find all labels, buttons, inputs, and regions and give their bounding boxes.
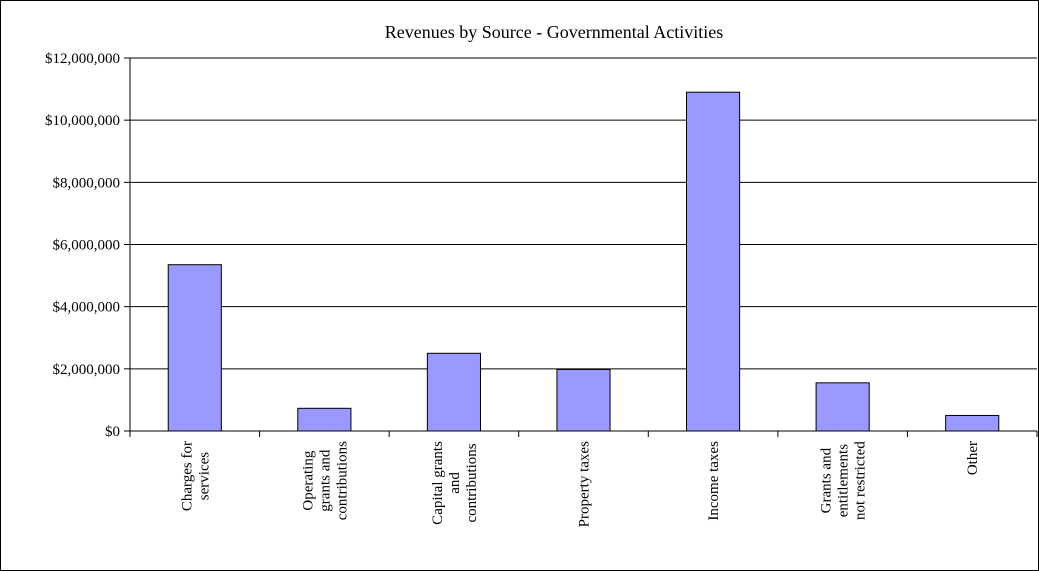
y-tick-label: $4,000,000 bbox=[53, 300, 121, 316]
bar bbox=[815, 382, 870, 432]
y-tick-label: $8,000,000 bbox=[53, 175, 121, 191]
x-category-label-line: contributions bbox=[334, 441, 350, 520]
bar bbox=[686, 91, 741, 432]
bar bbox=[945, 414, 1000, 432]
y-tick-labels: $0 $2,000,000 $4,000,000 $6,000,000 $8,000,0… bbox=[45, 51, 120, 440]
y-tick-label: $0 bbox=[105, 424, 120, 440]
x-category-label-line: services bbox=[196, 452, 212, 500]
x-category-label-line: Operating bbox=[300, 450, 316, 510]
x-category-label-line: Grants and bbox=[819, 447, 835, 513]
x-category-label-line: and bbox=[447, 472, 463, 494]
x-category-label: Property taxes bbox=[577, 441, 593, 527]
y-tick-label: $12,000,000 bbox=[45, 51, 120, 67]
x-category-label-line: Other bbox=[965, 441, 981, 475]
x-category-label-line: Capital grants bbox=[430, 441, 446, 525]
x-category-labels: Charges forservices Operatinggrants andco… bbox=[179, 441, 981, 528]
x-category-label: Income taxes bbox=[706, 441, 722, 521]
x-category-label-line: Charges for bbox=[179, 441, 195, 511]
x-category-label-line: entitlements bbox=[836, 444, 852, 517]
x-category-label-line: Property taxes bbox=[577, 441, 593, 527]
x-category-label: Other bbox=[965, 441, 981, 475]
bar bbox=[426, 352, 481, 432]
x-category-label-line: Income taxes bbox=[706, 441, 722, 521]
x-category-label-line: contributions bbox=[464, 443, 480, 522]
y-tick-label: $2,000,000 bbox=[53, 362, 121, 378]
y-tick-label: $10,000,000 bbox=[45, 113, 120, 129]
chart-title: Revenues by Source - Governmental Activi… bbox=[385, 22, 723, 42]
y-tick-label: $6,000,000 bbox=[53, 238, 121, 254]
x-category-label-line: not restricted bbox=[853, 441, 869, 520]
gridlines bbox=[130, 57, 1037, 370]
x-category-label-line: grants and bbox=[317, 449, 333, 512]
x-category-label: Charges forservices bbox=[179, 441, 212, 511]
bar bbox=[556, 368, 611, 432]
bars bbox=[167, 91, 1000, 432]
bar bbox=[167, 264, 222, 432]
axes bbox=[124, 57, 1038, 437]
x-category-label: Operatinggrants andcontributions bbox=[300, 441, 350, 520]
x-category-label: Grants andentitlementsnot restricted bbox=[819, 441, 869, 520]
x-category-label: Capital grantsandcontributions bbox=[430, 441, 480, 525]
bar bbox=[297, 407, 352, 432]
